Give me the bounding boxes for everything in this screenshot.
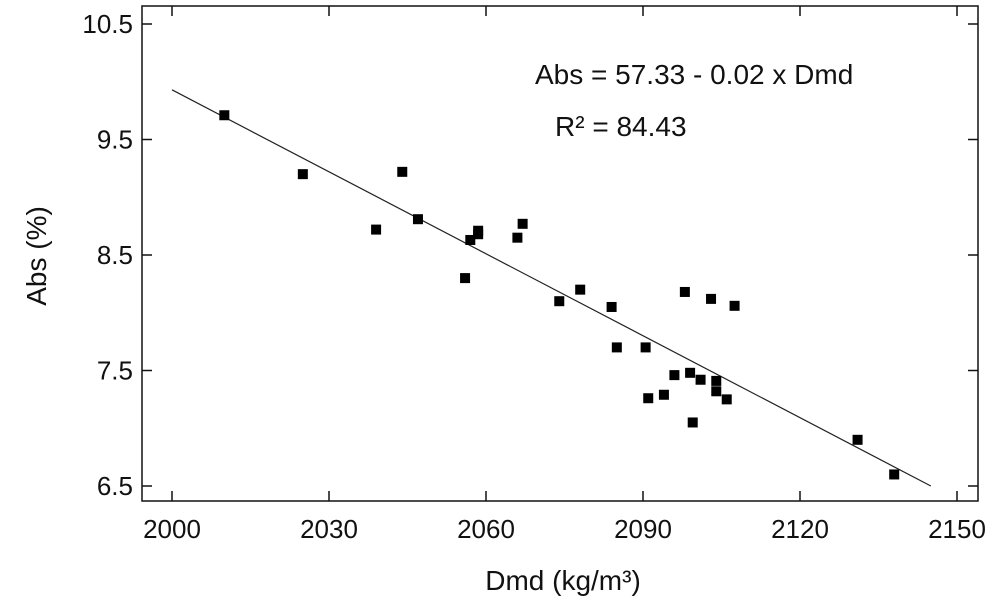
- data-point: [706, 293, 717, 304]
- data-point: [606, 301, 617, 312]
- x-tick-label: 2030: [300, 514, 358, 544]
- data-point: [685, 367, 696, 378]
- r-squared-annotation: R² = 84.43: [555, 111, 687, 142]
- data-point: [695, 374, 706, 385]
- x-axis: 2000 2030 2060 2090 2120 2150: [143, 6, 986, 544]
- data-point: [554, 296, 565, 307]
- x-tick-label: 2150: [928, 514, 986, 544]
- data-point: [575, 284, 586, 295]
- data-point: [640, 342, 651, 353]
- data-point: [611, 342, 622, 353]
- data-point: [711, 375, 722, 386]
- data-point: [397, 166, 408, 177]
- y-axis: 6.5 7.5 8.5 9.5 10.5: [82, 9, 978, 501]
- y-tick-label: 7.5: [97, 356, 133, 386]
- y-tick-label: 6.5: [97, 471, 133, 501]
- data-point: [729, 300, 740, 311]
- regression-line: [171, 89, 932, 487]
- data-point: [687, 417, 698, 428]
- data-point: [460, 273, 471, 284]
- data-point: [297, 169, 308, 180]
- y-tick-label: 8.5: [97, 240, 133, 270]
- data-point: [721, 394, 732, 405]
- x-tick-label: 2000: [143, 514, 201, 544]
- data-point: [669, 370, 680, 381]
- y-axis-title: Abs (%): [21, 206, 52, 306]
- data-point: [512, 232, 523, 243]
- data-point: [711, 386, 722, 397]
- data-point: [371, 224, 382, 235]
- equation-annotation: Abs = 57.33 - 0.02 x Dmd: [535, 59, 853, 90]
- data-point: [679, 286, 690, 297]
- x-axis-title: Dmd (kg/m³): [485, 565, 641, 596]
- data-point: [219, 110, 230, 121]
- x-tick-label: 2120: [771, 514, 829, 544]
- data-point: [473, 225, 484, 236]
- data-point: [643, 393, 654, 404]
- y-tick-label: 10.5: [82, 9, 133, 39]
- data-point: [852, 434, 863, 445]
- data-point: [412, 214, 423, 225]
- data-point: [658, 389, 669, 400]
- data-points: [219, 110, 900, 480]
- y-tick-label: 9.5: [97, 125, 133, 155]
- plot-frame: [141, 5, 979, 502]
- data-point: [465, 234, 476, 245]
- x-tick-label: 2060: [457, 514, 515, 544]
- x-tick-label: 2090: [614, 514, 672, 544]
- data-point: [517, 218, 528, 229]
- data-point: [889, 469, 900, 480]
